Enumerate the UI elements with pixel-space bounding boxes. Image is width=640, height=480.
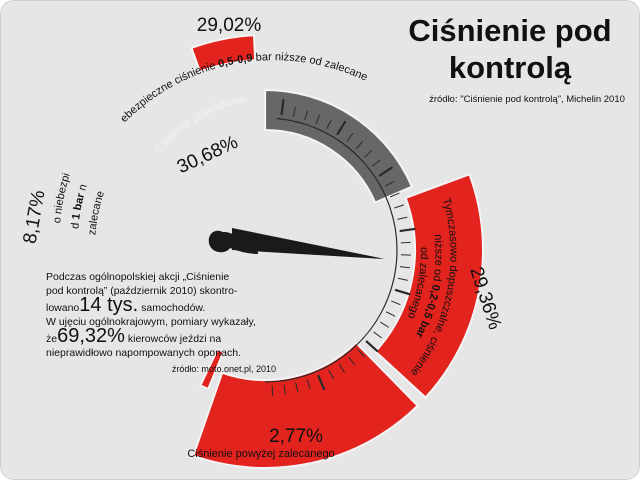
note-text: Podczas ogólnopolskiej akcji „Ciśnienie … [46, 270, 276, 376]
gauge-tick [399, 266, 410, 269]
note-share: 69,32% [57, 325, 125, 347]
note-line: samochodów. [138, 302, 206, 314]
note-line: że [46, 333, 58, 345]
gauge-needle [208, 228, 385, 259]
slice-value-very-dangerous: 8,17% [20, 189, 50, 246]
gauge-tick [306, 379, 311, 390]
slice-value-above: 2,77% [269, 426, 323, 447]
gauge-tick [365, 340, 379, 353]
gauge-tick [295, 382, 299, 393]
gauge-tick [338, 363, 345, 373]
slice-above [199, 347, 225, 391]
slice-correct [264, 88, 414, 204]
note-line: Podczas ogólnopolskiej akcji „Ciśnienie [46, 271, 230, 283]
gauge-tick [390, 300, 401, 306]
chart-title: Ciśnienie pod kontrolą [408, 13, 612, 85]
gauge-tick [384, 181, 395, 187]
gauge-tick [371, 159, 381, 167]
gauge-tick [380, 321, 390, 328]
gauge-tick [326, 119, 332, 130]
slice-dangerous [374, 173, 484, 399]
gauge-tick [397, 277, 408, 281]
slice-value-correct: 30,68% [174, 132, 241, 178]
gauge-tick [385, 311, 396, 317]
gauge-tick [292, 107, 296, 118]
gauge-tick [373, 331, 382, 339]
gauge-tick [397, 216, 408, 220]
gauge-tick [394, 288, 411, 296]
gauge-tick [348, 356, 356, 366]
slice-label-very-dangerous-3: od zalecanego [0, 0, 107, 236]
slice-value-dangerous: 29,02% [197, 15, 262, 36]
gauge-tick [355, 141, 364, 150]
gauge-tick [317, 374, 326, 391]
gauge-tick [394, 204, 405, 209]
gauge-tick [328, 369, 334, 380]
note-count: 14 tys. [79, 294, 139, 316]
note-line: pod kontrolą” (październik 2010) skontro… [46, 285, 238, 297]
gauge-ticks [264, 98, 416, 396]
gauge-tick [283, 384, 286, 395]
slice-label-above: Ciśnienie powyżej zalecanego [187, 448, 334, 460]
gauge-tick [315, 114, 321, 125]
gauge-tick [378, 166, 394, 177]
gauge-tick [389, 192, 400, 198]
note-line: lowano [46, 302, 80, 314]
note-line: W ujęciu ogólnokrajowym, pomiary wykazał… [46, 316, 256, 328]
chart-source: źródło: "Ciśnienie pod kontrolą", Michel… [429, 94, 625, 105]
slice-very-dangerous [190, 34, 257, 73]
gauge-tick [364, 150, 373, 158]
note-line: nieprawidłowo napompowanych oponach. [46, 347, 241, 359]
gauge-tick [271, 385, 274, 396]
gauge-tick [400, 241, 411, 244]
gauge-tick [346, 133, 354, 142]
gauge-ring [264, 117, 398, 383]
gauge-tick [280, 98, 285, 116]
note-source: źródło: moto.onet.pl, 2010 [171, 364, 276, 374]
gauge-tick [336, 120, 347, 136]
gauge-tick [304, 110, 309, 121]
gauge-tick [399, 227, 416, 233]
note-line: kierowców jeździ na [124, 333, 222, 345]
gauge-tick [357, 349, 365, 358]
slice-temporary [191, 341, 420, 469]
